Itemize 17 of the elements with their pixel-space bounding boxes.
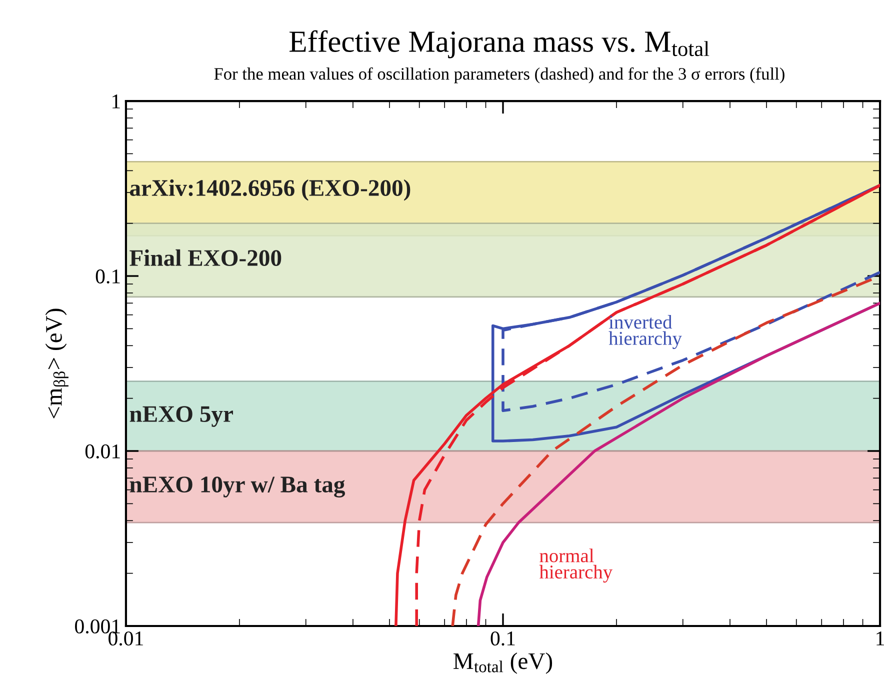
chart-subtitle: For the mean values of oscillation parameters (dashed) and for the 3 σ errors (full) bbox=[214, 67, 784, 84]
x-tick-label: 0.1 bbox=[490, 631, 515, 646]
band-label: Final EXO-200 bbox=[130, 249, 282, 266]
band-label: arXiv:1402.6956 (EXO-200) bbox=[130, 179, 410, 201]
y-tick-label: 0.001 bbox=[75, 619, 120, 634]
annotation: inverted hierarchy bbox=[608, 315, 682, 349]
x-tick-label: 1 bbox=[876, 632, 884, 646]
band-label: nEXO 5yr bbox=[130, 406, 233, 427]
y-tick-label: 0.1 bbox=[96, 269, 120, 284]
y-tick-label: 0.01 bbox=[85, 444, 120, 459]
band-label: nEXO 10yr w/ Ba tag bbox=[130, 476, 346, 498]
x-tick-label: 0.01 bbox=[108, 631, 143, 646]
y-tick-label: 1 bbox=[112, 94, 120, 108]
x-axis-title: M$_{total}$ (eV) bbox=[454, 652, 552, 674]
y-axis-title: <m$_{ββ}$> (eV) bbox=[45, 308, 68, 418]
chart-title: Effective Majorana mass vs. M$_{total}$ bbox=[290, 30, 710, 58]
annotation: normal hierarchy bbox=[539, 548, 613, 583]
